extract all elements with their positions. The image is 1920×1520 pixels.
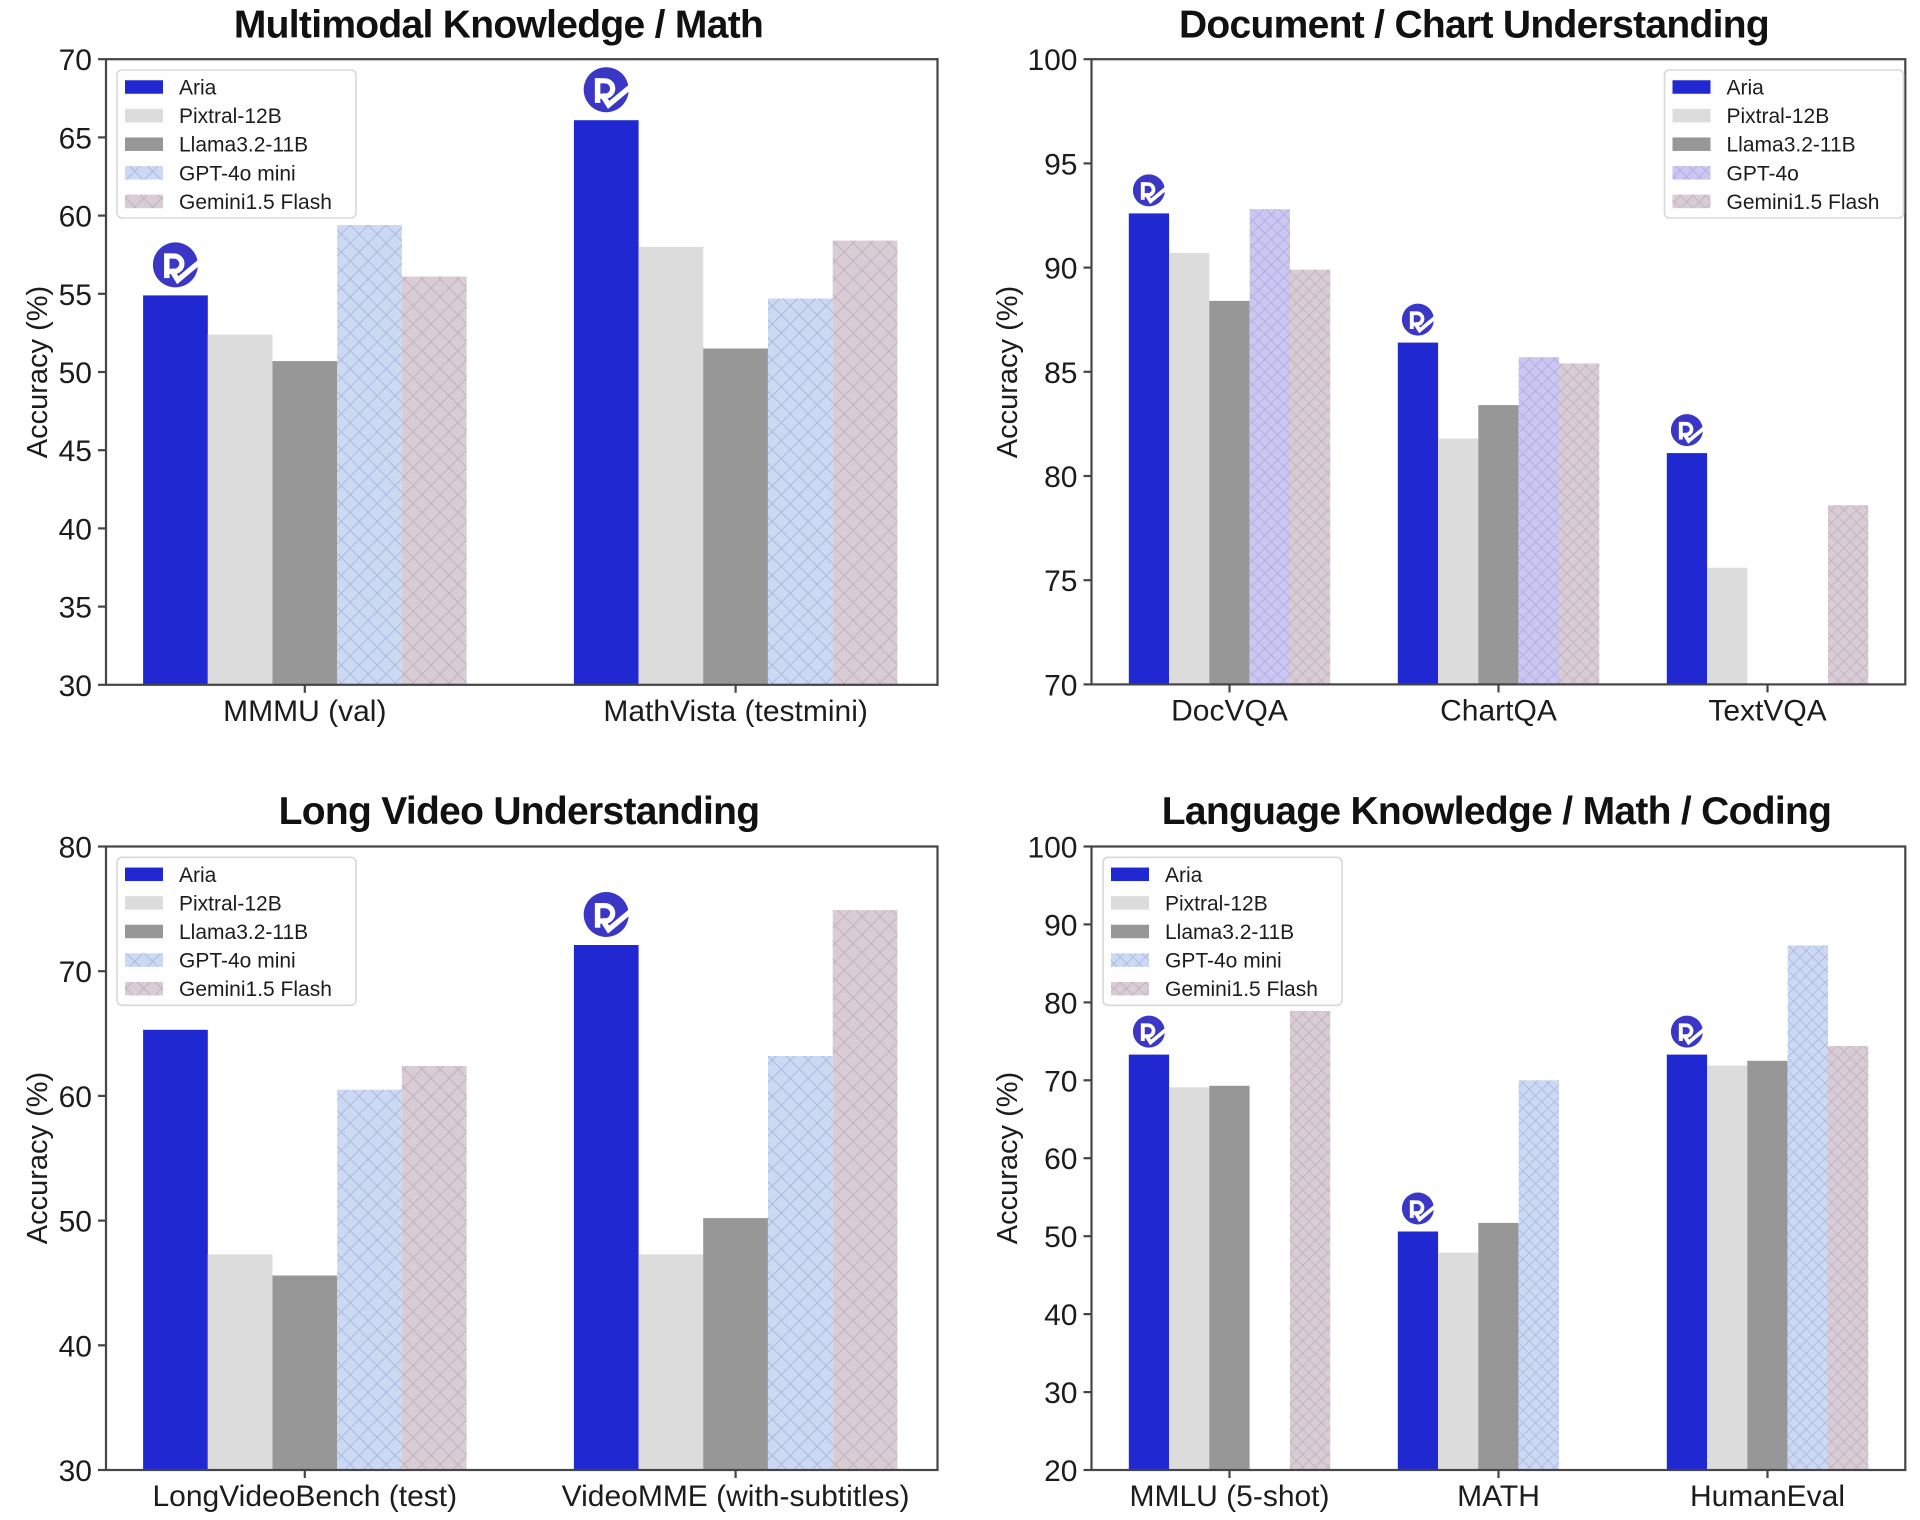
svg-text:60: 60 (59, 201, 92, 234)
svg-text:30: 30 (1044, 1377, 1077, 1410)
svg-text:VideoMME (with-subtitles): VideoMME (with-subtitles) (562, 1480, 910, 1513)
svg-text:Aria: Aria (179, 864, 217, 887)
svg-text:MMLU (5-shot): MMLU (5-shot) (1129, 1480, 1329, 1513)
svg-text:Llama3.2-11B: Llama3.2-11B (1727, 134, 1856, 157)
svg-text:Accuracy (%): Accuracy (%) (22, 1072, 54, 1244)
svg-text:50: 50 (59, 1206, 92, 1239)
svg-text:Long Video Understanding: Long Video Understanding (279, 790, 760, 833)
svg-text:Pixtral-12B: Pixtral-12B (179, 105, 282, 128)
svg-text:DocVQA: DocVQA (1171, 694, 1288, 727)
svg-text:30: 30 (59, 1455, 92, 1488)
svg-text:55: 55 (59, 279, 92, 312)
svg-text:Gemini1.5 Flash: Gemini1.5 Flash (179, 191, 332, 214)
svg-text:Gemini1.5 Flash: Gemini1.5 Flash (1727, 191, 1880, 214)
svg-text:MATH: MATH (1457, 1480, 1540, 1513)
svg-text:80: 80 (59, 832, 92, 865)
svg-text:70: 70 (1044, 669, 1077, 702)
svg-text:Llama3.2-11B: Llama3.2-11B (1165, 921, 1294, 944)
svg-text:40: 40 (59, 513, 92, 546)
svg-text:80: 80 (1044, 461, 1077, 494)
svg-text:20: 20 (1044, 1455, 1077, 1488)
svg-text:Gemini1.5 Flash: Gemini1.5 Flash (179, 978, 332, 1001)
svg-text:60: 60 (59, 1081, 92, 1114)
svg-text:80: 80 (1044, 987, 1077, 1020)
svg-text:70: 70 (1044, 1065, 1077, 1098)
svg-text:35: 35 (59, 592, 92, 625)
svg-text:Language Knowledge / Math / Co: Language Knowledge / Math / Coding (1162, 790, 1832, 833)
svg-text:Pixtral-12B: Pixtral-12B (179, 892, 282, 915)
svg-text:ChartQA: ChartQA (1440, 694, 1557, 727)
svg-text:50: 50 (1044, 1221, 1077, 1254)
svg-text:Document / Chart Understanding: Document / Chart Understanding (1179, 4, 1769, 47)
svg-text:Pixtral-12B: Pixtral-12B (1727, 105, 1830, 128)
svg-text:40: 40 (1044, 1299, 1077, 1332)
svg-text:Accuracy (%): Accuracy (%) (992, 1072, 1024, 1244)
svg-text:Accuracy (%): Accuracy (%) (992, 286, 1024, 458)
svg-text:Pixtral-12B: Pixtral-12B (1165, 892, 1268, 915)
svg-text:Aria: Aria (1165, 864, 1203, 887)
svg-text:65: 65 (59, 122, 92, 155)
svg-text:75: 75 (1044, 565, 1077, 598)
svg-text:MMMU (val): MMMU (val) (223, 695, 386, 728)
svg-text:Llama3.2-11B: Llama3.2-11B (179, 134, 308, 157)
svg-text:40: 40 (59, 1330, 92, 1363)
svg-text:50: 50 (59, 357, 92, 390)
svg-text:30: 30 (59, 670, 92, 703)
svg-text:Accuracy (%): Accuracy (%) (22, 286, 54, 458)
svg-text:HumanEval: HumanEval (1690, 1480, 1845, 1513)
svg-text:Llama3.2-11B: Llama3.2-11B (179, 921, 308, 944)
svg-text:100: 100 (1027, 44, 1077, 77)
svg-text:70: 70 (59, 956, 92, 989)
svg-text:LongVideoBench (test): LongVideoBench (test) (152, 1480, 457, 1513)
svg-text:MathVista (testmini): MathVista (testmini) (603, 695, 868, 728)
svg-text:85: 85 (1044, 357, 1077, 390)
svg-text:Aria: Aria (1727, 77, 1765, 100)
svg-text:90: 90 (1044, 909, 1077, 942)
svg-text:70: 70 (59, 44, 92, 77)
svg-text:90: 90 (1044, 253, 1077, 286)
svg-text:GPT-4o mini: GPT-4o mini (1165, 950, 1282, 973)
svg-text:GPT-4o: GPT-4o (1727, 162, 1799, 185)
svg-text:GPT-4o mini: GPT-4o mini (179, 162, 296, 185)
svg-text:Aria: Aria (179, 77, 217, 100)
svg-text:60: 60 (1044, 1143, 1077, 1176)
svg-text:45: 45 (59, 435, 92, 468)
svg-text:Multimodal Knowledge / Math: Multimodal Knowledge / Math (234, 4, 763, 47)
svg-text:GPT-4o mini: GPT-4o mini (179, 950, 296, 973)
svg-text:95: 95 (1044, 148, 1077, 181)
svg-text:Gemini1.5 Flash: Gemini1.5 Flash (1165, 978, 1318, 1001)
svg-text:100: 100 (1027, 832, 1077, 865)
svg-text:TextVQA: TextVQA (1708, 694, 1826, 727)
